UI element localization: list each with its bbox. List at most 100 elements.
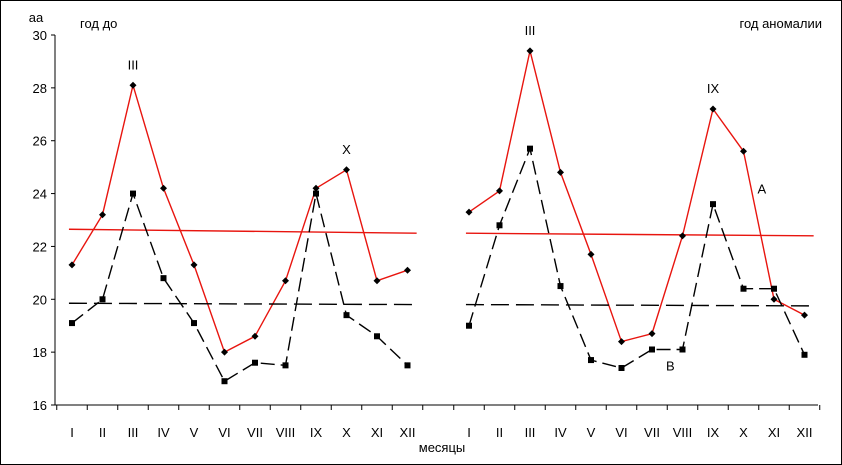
x-tick-label: X xyxy=(739,425,748,440)
data-point xyxy=(587,250,595,258)
y-tick-label: 18 xyxy=(33,345,47,360)
data-point xyxy=(68,261,76,269)
data-point xyxy=(496,187,503,195)
data-point xyxy=(282,362,289,369)
annotation-label: III xyxy=(128,57,139,72)
data-point xyxy=(373,277,381,285)
x-tick-label: X xyxy=(342,425,351,440)
data-point xyxy=(709,105,717,113)
data-point xyxy=(343,166,350,174)
data-point xyxy=(99,296,106,303)
x-tick-label: II xyxy=(99,425,106,440)
annotation-label: B xyxy=(666,359,675,374)
data-point xyxy=(465,208,473,216)
data-point xyxy=(99,211,106,219)
x-tick-label: XII xyxy=(400,425,416,440)
x-tick-label: III xyxy=(525,425,536,440)
data-point xyxy=(679,346,686,353)
x-tick-label: XI xyxy=(371,425,383,440)
x-tick-label: VI xyxy=(218,425,230,440)
data-point xyxy=(252,359,258,366)
x-tick-label: IX xyxy=(310,425,323,440)
data-point xyxy=(191,320,197,327)
x-tick-label: V xyxy=(587,425,596,440)
data-point xyxy=(527,145,533,152)
data-point xyxy=(588,357,594,364)
data-point xyxy=(496,222,503,229)
series-line-a xyxy=(71,82,408,354)
series-line-a xyxy=(468,50,805,343)
annotation-label: X xyxy=(342,142,351,157)
y-tick-label: 24 xyxy=(33,187,47,202)
data-point xyxy=(740,147,747,155)
trend-line-b xyxy=(465,303,814,307)
data-point xyxy=(557,283,564,290)
data-point xyxy=(221,378,228,385)
x-tick-label: III xyxy=(128,425,139,440)
x-tick-label: VI xyxy=(615,425,627,440)
y-tick-label: 20 xyxy=(33,292,47,307)
y-tick-label: 28 xyxy=(33,81,47,96)
data-point xyxy=(69,320,75,327)
data-point xyxy=(404,266,411,274)
data-point xyxy=(374,333,380,340)
data-point xyxy=(740,285,747,292)
x-tick-label: VII xyxy=(247,425,263,440)
data-point xyxy=(771,285,777,292)
series-line-b xyxy=(468,146,806,369)
x-tick-label: VIII xyxy=(276,425,296,440)
data-point xyxy=(190,261,198,269)
data-point xyxy=(679,232,686,240)
y-axis-label: аа xyxy=(29,10,44,25)
data-point xyxy=(160,275,167,282)
x-tick-label: XII xyxy=(797,425,813,440)
annotation-label: III xyxy=(525,23,536,38)
data-point xyxy=(801,351,808,358)
data-point xyxy=(770,295,778,303)
y-tick-label: 26 xyxy=(33,134,47,149)
x-tick-label: IV xyxy=(554,425,567,440)
x-axis-label: месяцы xyxy=(419,440,466,455)
data-point xyxy=(710,201,716,208)
panel-title-before: год до xyxy=(80,16,117,31)
data-point xyxy=(160,184,167,192)
y-tick-label: 22 xyxy=(33,239,47,254)
data-point xyxy=(129,81,137,89)
data-point xyxy=(649,346,655,353)
trend-line-a xyxy=(465,232,814,237)
x-tick-label: II xyxy=(496,425,503,440)
data-point xyxy=(251,332,259,340)
trend-line-b xyxy=(68,302,417,306)
x-tick-label: VIII xyxy=(673,425,693,440)
data-point xyxy=(130,190,136,197)
data-point xyxy=(404,362,411,369)
data-point xyxy=(618,338,625,346)
x-tick-label: I xyxy=(70,425,74,440)
annotation-label: A xyxy=(757,182,766,197)
data-point xyxy=(313,190,319,197)
data-point xyxy=(466,322,472,329)
x-tick-label: IV xyxy=(157,425,170,440)
data-point xyxy=(221,348,228,356)
series-line-b xyxy=(71,191,408,383)
data-point xyxy=(312,184,320,192)
x-tick-label: XI xyxy=(768,425,780,440)
y-tick-label: 30 xyxy=(33,28,47,43)
data-point xyxy=(282,277,289,285)
data-point xyxy=(526,47,534,55)
x-tick-label: V xyxy=(190,425,199,440)
y-tick-label: 16 xyxy=(33,398,47,413)
data-point xyxy=(801,311,808,319)
panel-title-anomaly: год аномалии xyxy=(739,16,822,31)
x-tick-label: IX xyxy=(707,425,720,440)
data-point xyxy=(618,365,625,371)
x-tick-label: I xyxy=(467,425,471,440)
data-point xyxy=(557,168,564,176)
data-point xyxy=(648,330,656,338)
data-point xyxy=(343,312,350,319)
x-tick-label: VII xyxy=(644,425,660,440)
trend-line-a xyxy=(68,228,417,234)
annotation-label: IX xyxy=(707,81,720,96)
